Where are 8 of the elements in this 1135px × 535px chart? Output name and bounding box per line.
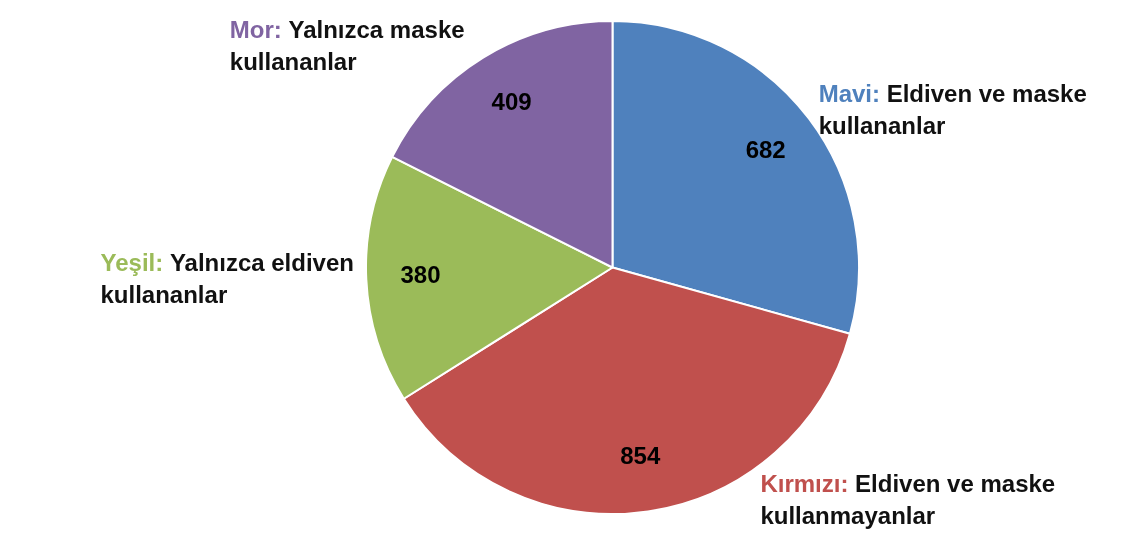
- category-label: Yeşil: Yalnızca eldiven kullananlar: [100, 248, 354, 308]
- category-label: Mor: Yalnızca maske kullananlar: [229, 15, 465, 75]
- data-label: 682: [745, 135, 786, 163]
- data-label: 380: [400, 261, 441, 289]
- category-label: Kırmızı: Eldiven ve maske kullanmayanlar: [760, 469, 1056, 529]
- data-label: 409: [491, 88, 532, 116]
- category-label: Mavi: Eldiven ve maske kullananlar: [818, 79, 1087, 139]
- data-label: 854: [620, 442, 661, 470]
